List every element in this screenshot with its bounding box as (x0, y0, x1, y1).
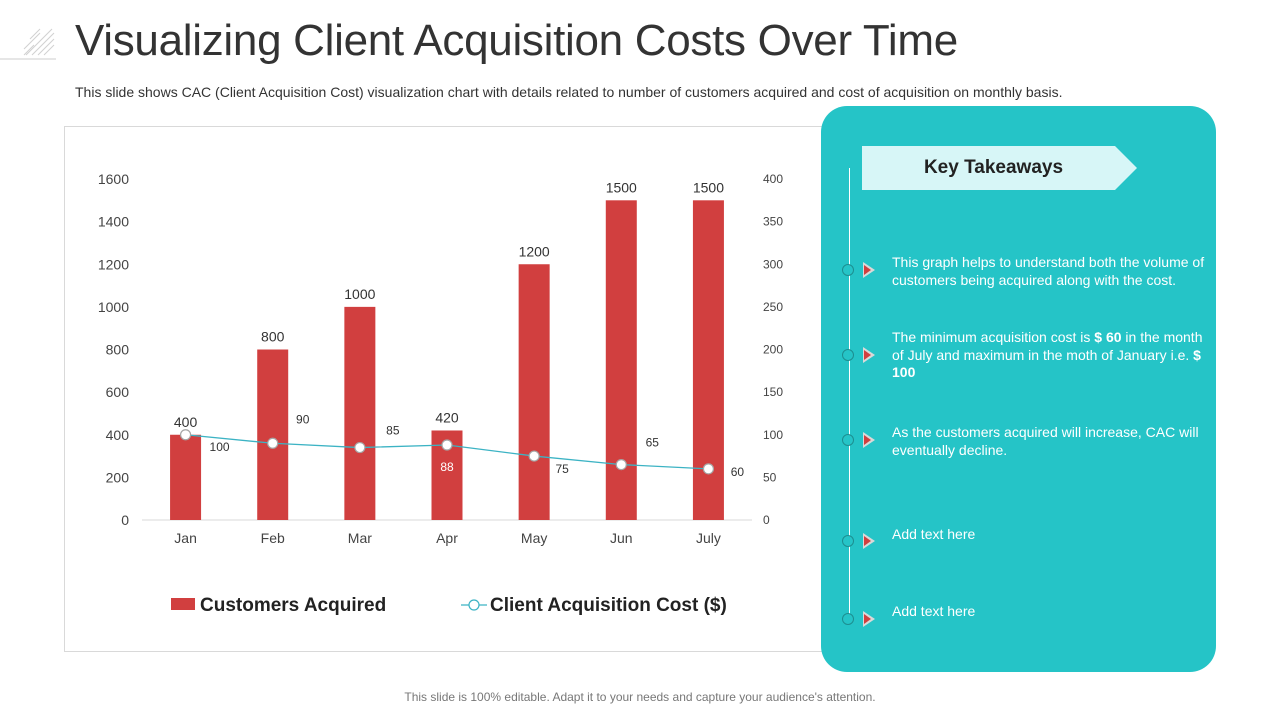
takeaway-text: Add text here (892, 603, 1210, 621)
bar-customers-mar (344, 306, 376, 520)
legend-marker-cac (468, 599, 480, 611)
x-tick-label: Feb (261, 530, 285, 546)
takeaway-text: The minimum acquisition cost is $ 60 in … (892, 329, 1210, 382)
y-right-tick-label: 200 (763, 343, 783, 357)
timeline-dot-icon (842, 613, 854, 625)
takeaway-text-part: This graph helps to understand both the … (892, 254, 1205, 288)
bar-value-label: 1500 (606, 179, 637, 195)
timeline-dot-icon (842, 349, 854, 361)
key-takeaways-banner: Key Takeaways (862, 146, 1137, 190)
play-arrow-icon (863, 432, 875, 448)
cac-value-label: 65 (646, 436, 660, 450)
bar-value-label: 420 (435, 409, 459, 425)
page-title: Visualizing Client Acquisition Costs Ove… (75, 16, 958, 65)
cac-value-label: 90 (296, 412, 310, 426)
cac-value-label: 85 (386, 424, 400, 438)
legend-swatch-customers (171, 598, 195, 610)
y-left-tick-label: 400 (106, 427, 130, 443)
y-left-tick-label: 1200 (98, 256, 129, 272)
takeaway-text-part: The minimum acquisition cost is (892, 329, 1095, 345)
timeline-dot-icon (842, 434, 854, 446)
bar-value-label: 1500 (693, 179, 724, 195)
y-left-tick-label: 0 (121, 512, 129, 528)
timeline-line (849, 168, 850, 620)
x-tick-label: Jan (174, 530, 197, 546)
page-subtitle: This slide shows CAC (Client Acquisition… (75, 84, 1063, 100)
y-right-tick-label: 350 (763, 215, 783, 229)
cac-value-label: 88 (440, 460, 454, 474)
x-tick-label: Mar (348, 530, 372, 546)
key-takeaways-title: Key Takeaways (923, 157, 1064, 178)
x-tick-label: July (696, 530, 721, 546)
cac-point-mar (354, 441, 366, 454)
play-arrow-icon (863, 533, 875, 549)
play-arrow-icon (863, 262, 875, 278)
y-right-tick-label: 250 (763, 300, 783, 314)
x-tick-label: Apr (436, 530, 458, 546)
legend-label-customers: Customers Acquired (200, 595, 386, 616)
bar-customers-feb (257, 349, 289, 520)
x-tick-label: May (521, 530, 547, 546)
bar-value-label: 1200 (519, 243, 550, 259)
takeaway-highlight: $ 60 (1094, 329, 1122, 345)
cac-point-jun (615, 458, 627, 471)
y-right-tick-label: 0 (763, 513, 770, 527)
x-tick-label: Jun (610, 530, 633, 546)
y-right-tick-label: 300 (763, 257, 783, 271)
y-right-tick-label: 400 (763, 172, 783, 186)
y-right-tick-label: 100 (763, 428, 783, 442)
takeaway-text: As the customers acquired will increase,… (892, 424, 1210, 459)
takeaway-text-part: As the customers acquired will increase,… (892, 424, 1199, 458)
takeaway-text-part: in the month of July and maximum in the … (892, 329, 1203, 363)
cac-point-feb (267, 437, 279, 449)
bar-value-label: 400 (174, 414, 198, 430)
bar-customers-may (518, 264, 550, 520)
y-left-tick-label: 1600 (98, 171, 129, 187)
y-left-tick-label: 800 (106, 342, 130, 358)
cac-point-july (702, 463, 715, 475)
cac-point-apr (441, 439, 453, 451)
timeline-dot-icon (842, 535, 854, 547)
cac-point-jan (179, 429, 192, 441)
legend-label-cac: Client Acquisition Cost ($) (490, 595, 727, 616)
takeaway-highlight: $ 100 (892, 346, 1201, 381)
cac-point-may (528, 450, 540, 462)
footer-note: This slide is 100% editable. Adapt it to… (404, 690, 876, 704)
bar-value-label: 1000 (344, 286, 375, 302)
takeaway-text-part: Add text here (892, 526, 976, 542)
takeaway-text: Add text here (892, 526, 1210, 544)
y-left-tick-label: 600 (106, 384, 130, 400)
key-takeaways-panel: Key Takeaways This graph helps to unders… (821, 106, 1216, 672)
takeaway-text-part: Add text here (892, 603, 976, 619)
play-arrow-icon (863, 347, 875, 363)
takeaway-text: This graph helps to understand both the … (892, 254, 1210, 289)
timeline-dot-icon (842, 264, 854, 276)
y-left-tick-label: 200 (106, 469, 130, 485)
y-left-tick-label: 1000 (98, 299, 129, 315)
play-arrow-icon (863, 611, 875, 627)
bar-customers-jan (170, 434, 202, 520)
cac-value-label: 100 (210, 440, 230, 454)
y-left-tick-label: 1400 (98, 214, 129, 230)
cac-value-label: 60 (731, 465, 745, 479)
bar-customers-jun (605, 200, 637, 520)
corner-hatch-decoration (0, 28, 56, 60)
y-right-tick-label: 50 (763, 470, 777, 484)
bar-value-label: 800 (261, 329, 285, 345)
cac-combo-chart: 0 200 400 600 800 1000 1200 1400 1600 0 50 100 150 20… (98, 171, 784, 616)
y-right-tick-label: 150 (763, 385, 783, 399)
cac-value-label: 75 (555, 462, 569, 476)
chart-frame: 0 200 400 600 800 1000 1200 1400 1600 0 50 100 150 20… (64, 126, 844, 652)
